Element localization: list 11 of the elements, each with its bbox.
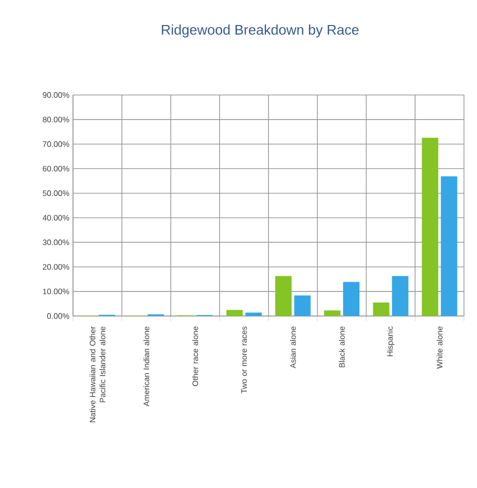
bar bbox=[324, 310, 341, 316]
bar bbox=[343, 282, 360, 316]
chart-title: Ridgewood Breakdown by Race bbox=[162, 24, 359, 38]
bar bbox=[294, 295, 311, 316]
bar bbox=[392, 276, 408, 316]
bar bbox=[245, 312, 262, 316]
bar bbox=[422, 138, 438, 316]
bar bbox=[440, 176, 458, 316]
bar bbox=[226, 310, 243, 316]
bar bbox=[372, 302, 390, 316]
bar bbox=[275, 276, 292, 316]
